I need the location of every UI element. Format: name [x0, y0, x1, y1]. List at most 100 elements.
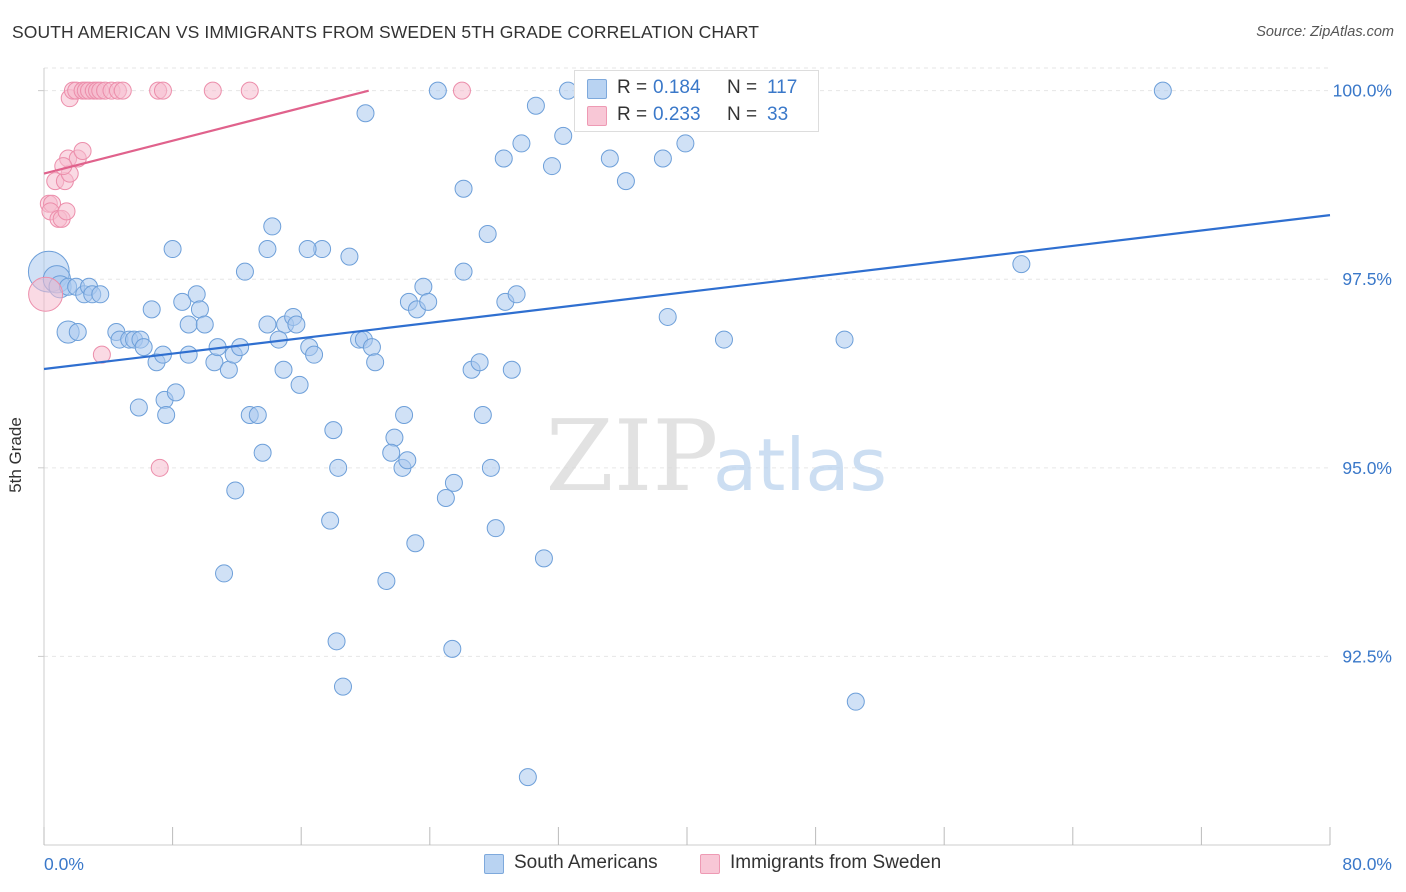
- south-american-point: [258, 240, 277, 259]
- south-american-point: [454, 179, 473, 198]
- south-american-point: [248, 406, 267, 425]
- south-american-point: [129, 398, 148, 417]
- south-american-point: [443, 639, 462, 658]
- south-american-point: [142, 300, 161, 319]
- south-american-point: [1012, 255, 1031, 274]
- south-american-point: [163, 240, 182, 259]
- south-american-point: [173, 292, 192, 311]
- y-tick-label: 100.0%: [1333, 81, 1392, 101]
- south-american-point: [436, 488, 455, 507]
- south-american-trend-line: [43, 214, 1331, 371]
- south-american-point: [444, 473, 463, 492]
- south-american-point: [835, 330, 854, 349]
- south-american-point: [382, 443, 401, 462]
- south-american-point: [287, 315, 306, 334]
- south-american-point: [454, 262, 473, 281]
- bottom-legend-swatch-pink: [700, 854, 720, 874]
- south-american-point: [68, 323, 87, 342]
- south-american-point: [846, 692, 865, 711]
- bottom-legend-swatch-blue: [484, 854, 504, 874]
- sweden-immigrant-trend-line: [43, 89, 369, 175]
- bottom-legend-label: South Americans: [514, 852, 658, 873]
- watermark-atlas: atlas: [713, 423, 887, 507]
- sweden-immigrant-point: [113, 81, 132, 100]
- legend-r-label: R =: [617, 77, 648, 98]
- south-american-point: [333, 677, 352, 696]
- south-american-point: [616, 172, 635, 191]
- chart-source: Source: ZipAtlas.com: [1256, 24, 1394, 40]
- south-american-point: [494, 149, 513, 168]
- south-american-point: [219, 360, 238, 379]
- south-american-point: [1153, 81, 1172, 100]
- sweden-immigrant-point: [57, 202, 76, 221]
- south-american-point: [554, 126, 573, 145]
- south-american-point: [263, 217, 282, 236]
- trend-lines: [43, 89, 1331, 371]
- south-american-point: [329, 458, 348, 477]
- south-american-point: [406, 534, 425, 553]
- south-american-point: [91, 285, 110, 304]
- south-american-point: [428, 81, 447, 100]
- south-american-point: [419, 292, 438, 311]
- stats-legend: R = 0.184 N = 117 R = 0.233 N = 33: [574, 70, 819, 132]
- south-american-point: [395, 406, 414, 425]
- south-american-point: [414, 277, 433, 296]
- south-american-point: [714, 330, 733, 349]
- sweden-immigrant-point: [150, 458, 169, 477]
- south-american-point: [478, 224, 497, 243]
- south-american-point: [512, 134, 531, 153]
- legend-r-value: 0.184: [653, 77, 701, 98]
- legend-n-label: N =: [727, 77, 758, 98]
- south-american-point: [298, 240, 317, 259]
- south-american-point: [542, 157, 561, 176]
- south-american-point: [473, 406, 492, 425]
- south-american-point: [507, 285, 526, 304]
- chart-title: SOUTH AMERICAN VS IMMIGRANTS FROM SWEDEN…: [12, 22, 760, 42]
- south-american-point: [321, 511, 340, 530]
- sweden-immigrant-point: [203, 81, 222, 100]
- south-american-point: [327, 632, 346, 651]
- y-tick-label: 92.5%: [1342, 646, 1392, 666]
- sweden-immigrant-point: [73, 141, 92, 160]
- south-american-point: [366, 353, 385, 372]
- south-american-point: [518, 768, 537, 787]
- legend-n-value: 33: [767, 104, 789, 125]
- sweden-immigrant-point: [240, 81, 259, 100]
- legend-n-value: 117: [767, 77, 798, 98]
- south-american-point: [486, 519, 505, 538]
- data-points: [27, 81, 1172, 787]
- legend-swatch-blue: [587, 79, 607, 99]
- south-american-point: [502, 360, 521, 379]
- south-american-point: [398, 451, 417, 470]
- south-american-point: [305, 345, 324, 364]
- south-american-point: [226, 481, 245, 500]
- south-american-point: [676, 134, 695, 153]
- south-american-point: [481, 458, 500, 477]
- south-american-point: [235, 262, 254, 281]
- bottom-legend-label: Immigrants from Sweden: [730, 852, 942, 873]
- y-tick-label: 97.5%: [1342, 269, 1392, 289]
- south-american-point: [274, 360, 293, 379]
- south-american-point: [362, 338, 381, 357]
- south-american-point: [195, 315, 214, 334]
- legend-swatch-pink: [587, 106, 607, 126]
- south-american-point: [653, 149, 672, 168]
- south-american-point: [324, 421, 343, 440]
- south-american-point: [179, 315, 198, 334]
- south-american-point: [190, 300, 209, 319]
- south-american-point: [526, 96, 545, 115]
- south-american-point: [179, 345, 198, 364]
- south-american-point: [166, 383, 185, 402]
- south-american-point: [215, 564, 234, 583]
- south-american-point: [253, 443, 272, 462]
- legend-r-value: 0.233: [653, 104, 701, 125]
- south-american-point: [340, 247, 359, 266]
- watermark: ZIP atlas: [546, 400, 887, 514]
- south-american-point: [470, 353, 489, 372]
- south-american-point: [187, 285, 206, 304]
- y-tick-label: 95.0%: [1342, 458, 1392, 478]
- x-tick-label: 0.0%: [44, 854, 84, 874]
- south-american-point: [658, 307, 677, 326]
- sweden-immigrant-point: [153, 81, 172, 100]
- tick-labels: 92.5% 95.0% 97.5% 100.0% 0.0% 80.0%: [44, 81, 1392, 874]
